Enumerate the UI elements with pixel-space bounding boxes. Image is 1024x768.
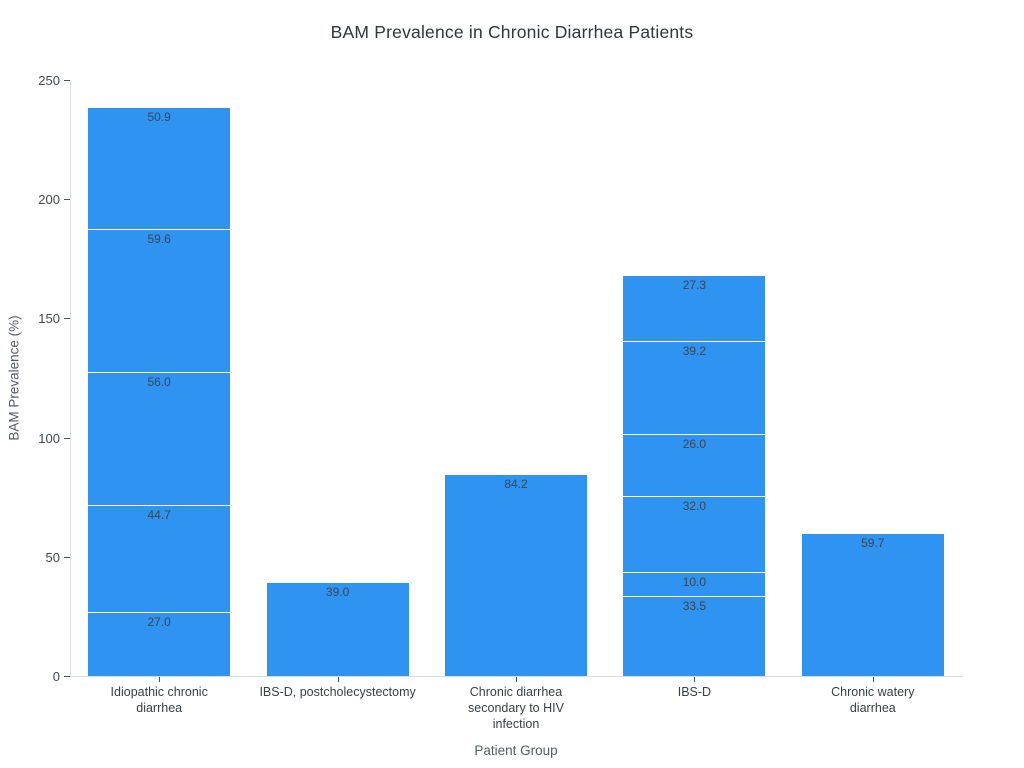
- bar-segment-label: 32.0: [682, 499, 707, 514]
- bar: 33.5 10.0 32.0 26.0 39.2 27.3: [623, 275, 766, 676]
- bar-segment: 50.9: [88, 108, 231, 230]
- bar-segment: 39.2: [623, 340, 766, 435]
- y-tick-label: 250: [38, 73, 60, 88]
- bar-segment-label: 50.9: [147, 110, 171, 125]
- bar-segment-label: 59.7: [861, 535, 885, 550]
- y-tick: [64, 676, 70, 677]
- bar: 39.0: [266, 583, 409, 676]
- y-tick: [64, 556, 70, 558]
- bar-segment: 32.0: [623, 496, 766, 573]
- y-tick: [64, 318, 70, 320]
- y-axis-line: [70, 80, 71, 677]
- x-tick-label: Idiopathic chronic diarrhea: [110, 685, 208, 715]
- bar-segment: 56.0: [88, 371, 231, 506]
- x-axis-line: [70, 676, 963, 677]
- bar-segment: 44.7: [88, 505, 231, 612]
- y-tick-label: 100: [38, 430, 60, 446]
- x-tick-label: Chronic watery diarrhea: [831, 685, 915, 715]
- bar-segment-label: 59.6: [147, 232, 171, 247]
- y-tick-label: 0: [52, 669, 60, 684]
- bar-segment-label: 44.7: [147, 508, 171, 523]
- bar-segment-label: 10.0: [682, 575, 707, 590]
- x-tick-label: IBS-D, postcholecystectomy: [259, 685, 416, 699]
- bar-segment-label: 27.3: [682, 277, 707, 292]
- bar-segment: 84.2: [445, 475, 587, 676]
- y-tick: [64, 437, 70, 439]
- bar-segment: 59.7: [801, 533, 944, 676]
- x-tick: [337, 677, 339, 682]
- bar-segment: 33.5: [623, 596, 766, 676]
- x-tick: [516, 677, 517, 682]
- bar-segment-label: 27.0: [147, 614, 171, 629]
- bar-segment: 10.0: [623, 572, 766, 597]
- bar-segment-label: 39.2: [682, 343, 707, 358]
- bar-segment: 26.0: [623, 434, 766, 497]
- x-tick: [159, 677, 161, 682]
- y-tick-label: 50: [45, 549, 60, 565]
- bar: 84.2: [445, 475, 587, 676]
- bar-segment: 27.3: [623, 275, 766, 341]
- bar: 59.7: [801, 533, 944, 676]
- bar-segment: 59.6: [88, 229, 231, 372]
- y-tick-label: 150: [38, 311, 60, 327]
- bar-segment-label: 84.2: [504, 477, 528, 492]
- x-tick: [872, 677, 874, 682]
- bar-segment: 27.0: [88, 611, 231, 676]
- chart-title: BAM Prevalence in Chronic Diarrhea Patie…: [330, 22, 694, 42]
- x-axis-title: Patient Group: [474, 743, 558, 758]
- bar-segment: 39.0: [266, 583, 409, 676]
- y-tick-label: 200: [38, 192, 60, 208]
- bar-segment-label: 33.5: [682, 599, 707, 614]
- x-tick-label: Chronic diarrhea secondary to HIV infect…: [468, 685, 564, 731]
- y-tick: [64, 80, 70, 81]
- y-tick: [64, 199, 70, 201]
- bar-segment-label: 39.0: [325, 585, 350, 600]
- bar: 27.0 44.7 56.0 59.6 50.9: [88, 108, 231, 676]
- bar-segment-label: 56.0: [147, 374, 171, 389]
- bar-segment-label: 26.0: [682, 437, 707, 452]
- y-axis-title: BAM Prevalence (%): [6, 315, 22, 441]
- x-tick: [694, 677, 696, 682]
- x-tick-label: IBS-D: [677, 685, 712, 699]
